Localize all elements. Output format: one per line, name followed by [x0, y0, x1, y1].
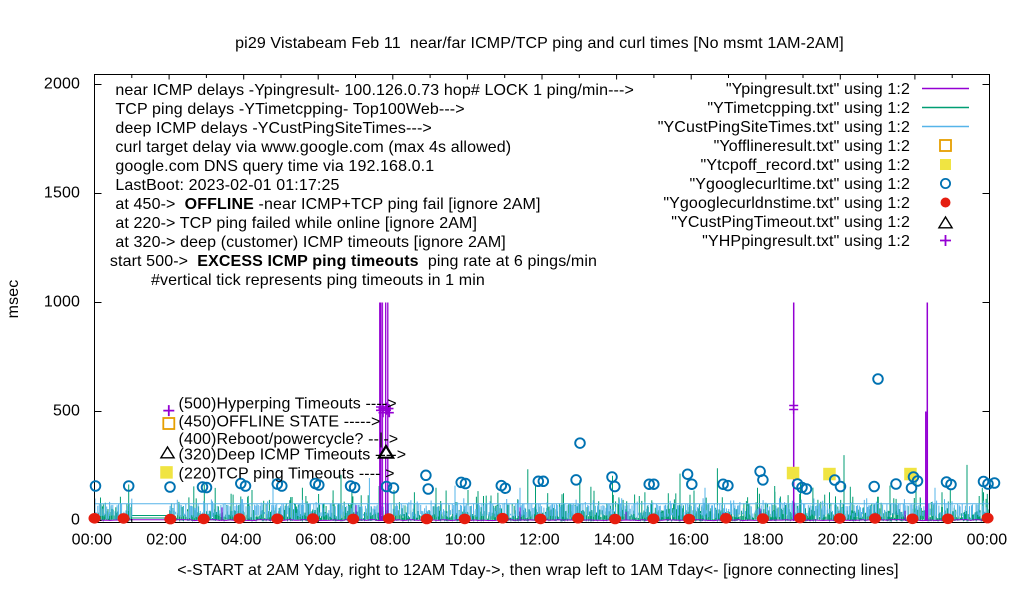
- svg-text:pi29 Vistabeam Feb 11 near/fa: pi29 Vistabeam Feb 11 near/far ICMP/TCP …: [235, 35, 844, 52]
- svg-text:0: 0: [71, 512, 80, 529]
- svg-text:(320)Deep ICMP Timeouts ---->: (320)Deep ICMP Timeouts ---->: [179, 447, 407, 464]
- svg-text:18:00: 18:00: [743, 532, 784, 549]
- svg-text:02:00: 02:00: [146, 532, 187, 549]
- svg-text:(400)Reboot/powercycle? --|->: (400)Reboot/powercycle? --|->: [179, 431, 399, 448]
- svg-text:curl target delay via www.goog: curl target delay via www.google.com (ma…: [115, 139, 511, 156]
- svg-text:deep ICMP delays -YCustPingSit: deep ICMP delays -YCustPingSiteTimes--->: [115, 120, 431, 137]
- svg-text:"Ygooglecurltime.txt" using 1:: "Ygooglecurltime.txt" using 1:2: [689, 176, 910, 193]
- svg-text:08:00: 08:00: [370, 532, 411, 549]
- svg-text:<-START at 2AM Yday, right to: <-START at 2AM Yday, right to 12AM Tday-…: [177, 562, 898, 579]
- svg-text:20:00: 20:00: [818, 532, 859, 549]
- svg-text:LastBoot: 2023-02-01 01:17:25: LastBoot: 2023-02-01 01:17:25: [115, 177, 339, 194]
- svg-text:"Ypingresult.txt" using 1:2: "Ypingresult.txt" using 1:2: [726, 81, 910, 98]
- svg-text:"Ygooglecurldnstime.txt" using: "Ygooglecurldnstime.txt" using 1:2: [663, 195, 910, 212]
- svg-text:16:00: 16:00: [668, 532, 709, 549]
- svg-text:1000: 1000: [44, 294, 80, 311]
- svg-text:22:00: 22:00: [892, 532, 933, 549]
- svg-text:2000: 2000: [44, 76, 80, 93]
- svg-text:06:00: 06:00: [295, 532, 336, 549]
- svg-text:"Ytcpoff_record.txt" using 1:2: "Ytcpoff_record.txt" using 1:2: [701, 157, 910, 174]
- svg-text:12:00: 12:00: [519, 532, 560, 549]
- svg-text:04:00: 04:00: [221, 532, 262, 549]
- svg-text:"YCustPingTimeout.txt" using 1: "YCustPingTimeout.txt" using 1:2: [671, 214, 910, 231]
- svg-text:500: 500: [53, 403, 80, 420]
- svg-text:14:00: 14:00: [594, 532, 635, 549]
- svg-text:(450)OFFLINE STATE ----->: (450)OFFLINE STATE ----->: [179, 414, 381, 431]
- svg-text:msec: msec: [5, 280, 22, 319]
- svg-text:start 500-> EXCESS ICMP ping: start 500-> EXCESS ICMP ping timeouts pi…: [110, 253, 597, 270]
- svg-text:(220)TCP ping Timeouts ---- >: (220)TCP ping Timeouts ---- >: [179, 466, 395, 483]
- svg-text:TCP ping delays -YTimetcpping-: TCP ping delays -YTimetcpping- Top100Web…: [115, 101, 464, 118]
- svg-text:"YCustPingSiteTimes.txt" using: "YCustPingSiteTimes.txt" using 1:2: [658, 119, 910, 136]
- svg-text:at 320-> deep (customer) ICMP: at 320-> deep (customer) ICMP timeouts […: [115, 234, 505, 251]
- svg-text:10:00: 10:00: [445, 532, 486, 549]
- svg-text:near ICMP delays -Ypingresult-: near ICMP delays -Ypingresult- 100.126.0…: [115, 82, 634, 99]
- svg-text:00:00: 00:00: [967, 532, 1008, 549]
- svg-text:(500)Hyperping Timeouts ---->: (500)Hyperping Timeouts ---->: [179, 396, 397, 413]
- svg-text:"YTimetcpping.txt" using 1:2: "YTimetcpping.txt" using 1:2: [707, 100, 910, 117]
- svg-text:1500: 1500: [44, 185, 80, 202]
- svg-text:at 450-> OFFLINE -near ICMP+T: at 450-> OFFLINE -near ICMP+TCP ping fai…: [115, 196, 540, 213]
- svg-text:"Yofflineresult.txt" using 1:2: "Yofflineresult.txt" using 1:2: [714, 138, 910, 155]
- svg-text:#vertical tick represents ping: #vertical tick represents ping timeouts …: [151, 272, 485, 289]
- svg-text:google.com DNS query time via: google.com DNS query time via 192.168.0.…: [115, 158, 434, 175]
- svg-text:at 220-> TCP ping failed while: at 220-> TCP ping failed while online [i…: [115, 215, 477, 232]
- svg-text:"YHPpingresult.txt" using 1:2: "YHPpingresult.txt" using 1:2: [702, 233, 910, 250]
- svg-text:00:00: 00:00: [72, 532, 113, 549]
